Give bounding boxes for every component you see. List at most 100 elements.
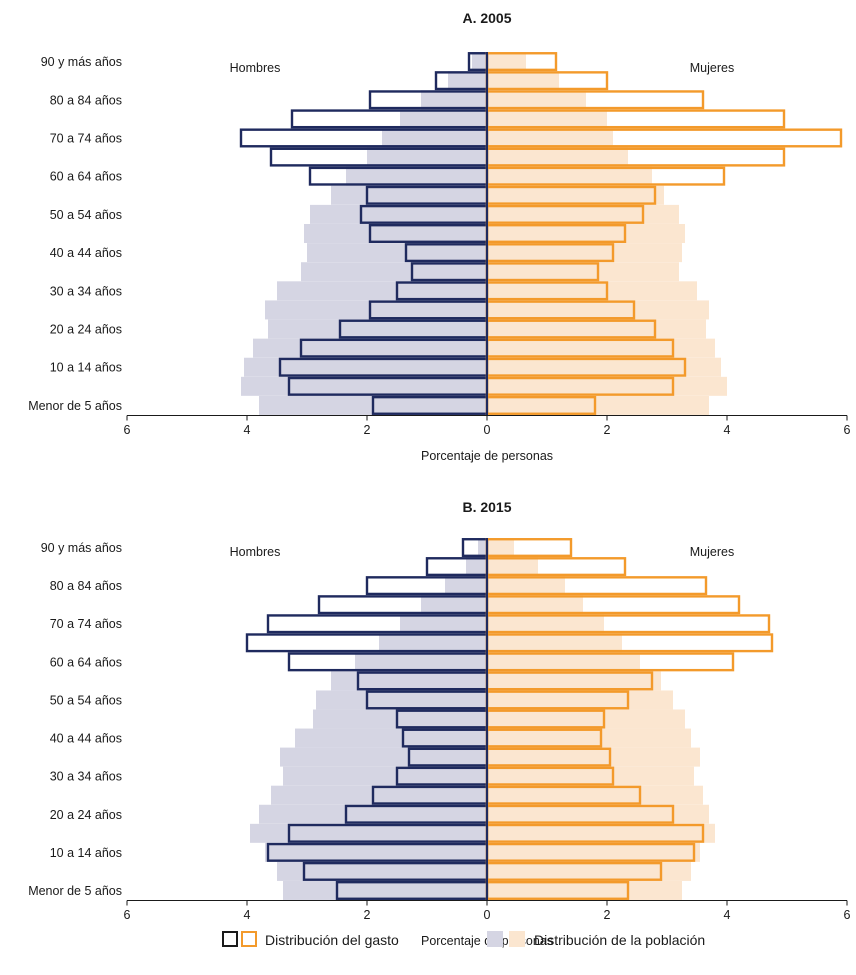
population-bar-women: [487, 785, 703, 805]
population-bar-men: [280, 747, 487, 767]
population-bar-men: [445, 576, 487, 596]
population-bar-men: [277, 281, 487, 301]
population-bar-women: [487, 338, 715, 358]
age-group-label: 70 a 74 años: [50, 617, 122, 631]
population-bar-men: [265, 842, 487, 862]
age-group-label: 80 a 84 años: [50, 579, 122, 593]
population-bar-men: [310, 204, 487, 224]
population-bar-women: [487, 880, 682, 900]
legend-population-men-swatch: [487, 931, 503, 947]
age-group-label: Menor de 5 años: [28, 399, 122, 413]
population-bar-men: [421, 90, 487, 110]
population-bar-women: [487, 185, 664, 205]
age-group-label: 40 a 44 años: [50, 732, 122, 746]
population-bar-men: [295, 728, 487, 748]
population-bar-women: [487, 243, 682, 263]
women-label: Mujeres: [690, 61, 734, 75]
age-group-label: 40 a 44 años: [50, 246, 122, 260]
x-tick-label: 2: [364, 423, 371, 437]
x-tick-label: 2: [604, 908, 611, 922]
x-axis-title: Porcentaje de personas: [421, 449, 553, 463]
pyramid-2015: B. 2015 Menor de 5 años 10 a 14 años 20 a 2…: [28, 499, 850, 948]
population-bar-women: [487, 262, 679, 282]
age-group-label: 20 a 24 años: [50, 323, 122, 337]
x-tick-label: 4: [244, 908, 251, 922]
population-bar-women: [487, 319, 706, 339]
population-bar-men: [400, 614, 487, 634]
population-bar-women: [487, 652, 640, 672]
population-bar-men: [271, 785, 487, 805]
legend-expense-women-swatch: [241, 931, 257, 947]
age-group-label: 90 y más años: [41, 55, 122, 69]
age-group-label: 50 a 54 años: [50, 208, 122, 222]
age-group-label: 70 a 74 años: [50, 131, 122, 145]
x-tick-label: 6: [124, 423, 131, 437]
age-group-label: 80 a 84 años: [50, 93, 122, 107]
x-tick-label: 0: [484, 908, 491, 922]
population-bar-men: [259, 804, 487, 824]
chart-title: A. 2005: [462, 10, 511, 26]
population-bar-men: [331, 671, 487, 691]
population-bar-women: [487, 204, 679, 224]
population-bar-women: [487, 842, 700, 862]
age-group-label: 30 a 34 años: [50, 284, 122, 298]
x-tick-label: 6: [124, 908, 131, 922]
x-tick-label: 6: [844, 908, 851, 922]
population-bar-women: [487, 823, 715, 843]
chart-title: B. 2015: [462, 499, 511, 515]
population-bar-men: [472, 52, 487, 72]
population-bar-women: [487, 709, 685, 729]
population-bar-women: [487, 728, 691, 748]
population-bar-men: [448, 71, 487, 91]
population-bar-women: [487, 357, 721, 377]
population-bar-men: [466, 557, 487, 577]
population-bar-men: [346, 166, 487, 186]
population-bar-men: [316, 690, 487, 710]
x-tick-label: 4: [244, 423, 251, 437]
population-bar-women: [487, 147, 628, 167]
population-bar-women: [487, 376, 727, 396]
population-bar-men: [331, 185, 487, 205]
population-bar-women: [487, 576, 565, 596]
population-bar-men: [253, 338, 487, 358]
pyramid-2005: A. 2005 Menor de 5 años 10 a 14 años 20 a 2…: [28, 10, 850, 463]
population-bar-women: [487, 671, 661, 691]
population-bar-men: [304, 224, 487, 243]
population-bar-women: [487, 804, 709, 824]
population-bar-men: [277, 861, 487, 881]
x-tick-label: 0: [484, 423, 491, 437]
age-group-label: 30 a 34 años: [50, 770, 122, 784]
population-bar-women: [487, 300, 709, 320]
population-bar-women: [487, 281, 697, 301]
population-bar-women: [487, 633, 622, 653]
population-bar-women: [487, 595, 583, 615]
age-group-label: 60 a 64 años: [50, 170, 122, 184]
population-bar-men: [379, 633, 487, 653]
population-bar-women: [487, 395, 709, 415]
legend-expense-men-swatch: [222, 931, 238, 947]
population-bar-men: [367, 147, 487, 167]
men-label: Hombres: [230, 61, 281, 75]
population-bar-women: [487, 90, 586, 110]
x-tick-label: 4: [724, 423, 731, 437]
age-group-label: 20 a 24 años: [50, 808, 122, 822]
age-group-label: 10 a 14 años: [50, 846, 122, 860]
population-bar-women: [487, 109, 607, 129]
age-group-label: 60 a 64 años: [50, 655, 122, 669]
population-bar-women: [487, 52, 526, 72]
x-tick-label: 4: [724, 908, 731, 922]
men-label: Hombres: [230, 545, 281, 559]
age-group-label: 90 y más años: [41, 541, 122, 555]
population-bar-men: [244, 357, 487, 377]
population-bar-women: [487, 538, 514, 558]
population-bar-men: [355, 652, 487, 672]
population-bar-men: [382, 128, 487, 148]
population-bar-men: [478, 538, 487, 558]
population-bar-men: [400, 109, 487, 129]
age-group-label: 50 a 54 años: [50, 693, 122, 707]
population-bar-women: [487, 224, 685, 243]
legend-population-label: Distribución de la población: [534, 932, 705, 948]
x-tick-label: 2: [364, 908, 371, 922]
population-bar-women: [487, 166, 652, 186]
